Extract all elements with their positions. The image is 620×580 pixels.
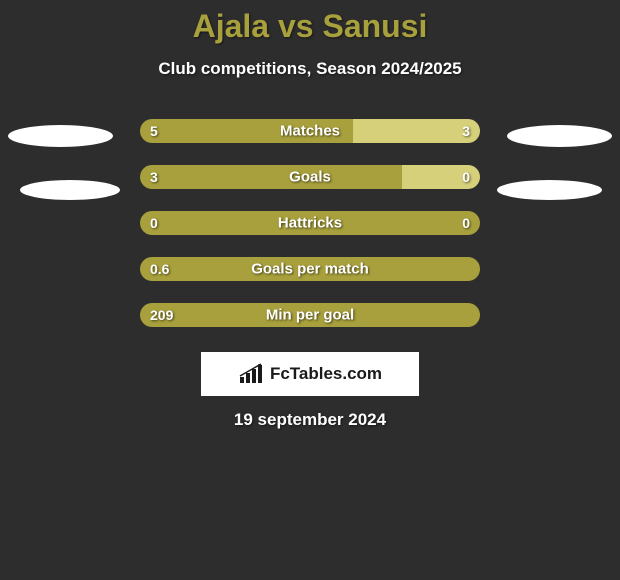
stat-value-left: 5 — [150, 123, 158, 139]
date-text: 19 september 2024 — [234, 410, 386, 430]
stat-bar: Hattricks 0 0 — [140, 211, 480, 235]
stat-bar: Goals 3 0 — [140, 165, 480, 189]
page-title: Ajala vs Sanusi — [0, 0, 620, 45]
bars-icon — [238, 363, 266, 385]
stat-row: Matches 5 3 — [0, 119, 620, 143]
stat-bar: Goals per match 0.6 — [140, 257, 480, 281]
stat-bar-left — [140, 165, 402, 189]
stat-bars-area: Matches 5 3 Goals 3 0 Hattricks 0 0 Goals per mat… — [0, 119, 620, 327]
stat-label: Goals per match — [251, 261, 369, 278]
stat-label: Hattricks — [278, 215, 342, 232]
stat-label: Min per goal — [266, 307, 354, 324]
brand-logo-box: FcTables.com — [201, 352, 419, 396]
stat-value-right: 3 — [462, 123, 470, 139]
stat-value-left: 0 — [150, 215, 158, 231]
stat-row: Hattricks 0 0 — [0, 211, 620, 235]
stat-label: Goals — [289, 169, 331, 186]
stat-row: Goals 3 0 — [0, 165, 620, 189]
stat-row: Goals per match 0.6 — [0, 257, 620, 281]
stat-value-left: 209 — [150, 307, 173, 323]
stat-value-left: 3 — [150, 169, 158, 185]
stat-value-right: 0 — [462, 169, 470, 185]
stat-bar: Matches 5 3 — [140, 119, 480, 143]
stat-value-right: 0 — [462, 215, 470, 231]
stat-bar-right — [353, 119, 481, 143]
stat-row: Min per goal 209 — [0, 303, 620, 327]
comparison-infographic: Ajala vs Sanusi Club competitions, Seaso… — [0, 0, 620, 580]
page-subtitle: Club competitions, Season 2024/2025 — [0, 59, 620, 79]
stat-label: Matches — [280, 123, 340, 140]
brand-logo: FcTables.com — [238, 363, 382, 385]
stat-value-left: 0.6 — [150, 261, 169, 277]
brand-logo-text: FcTables.com — [270, 364, 382, 384]
stat-bar: Min per goal 209 — [140, 303, 480, 327]
